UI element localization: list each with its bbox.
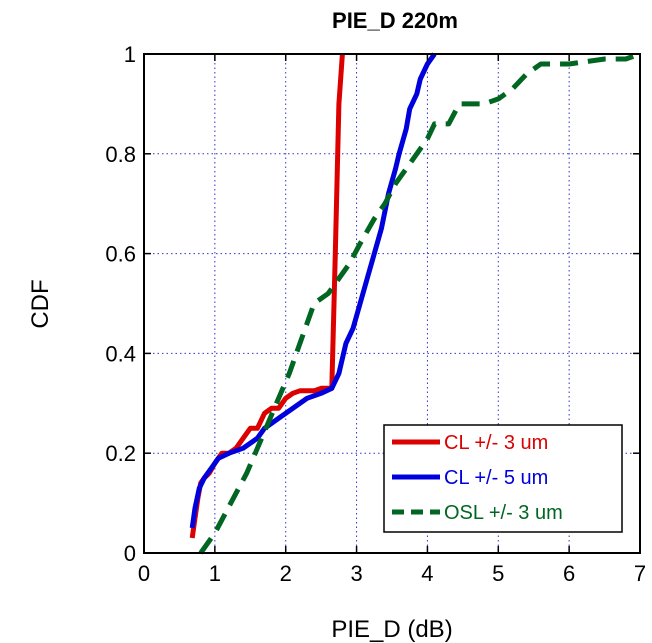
x-tick-label: 6 bbox=[563, 561, 575, 586]
x-tick-label: 0 bbox=[138, 561, 150, 586]
series-layer bbox=[189, 51, 641, 555]
legend-label-2: OSL +/- 3 um bbox=[444, 502, 563, 524]
x-tick-label: 7 bbox=[634, 561, 646, 586]
ticks bbox=[143, 53, 641, 554]
y-tick-label: 0 bbox=[124, 541, 136, 566]
y-axis-label: CDF bbox=[27, 279, 54, 328]
x-tick-label: 5 bbox=[492, 561, 504, 586]
y-tick-label: 0.4 bbox=[105, 341, 136, 366]
y-tick-label: 0.2 bbox=[105, 441, 136, 466]
y-tick-label: 0.6 bbox=[105, 242, 136, 267]
tick-labels: 0 1 2 3 4 5 6 7 0 0.2 0.4 0.6 0.8 1 bbox=[105, 42, 646, 586]
x-axis-label: PIE_D (dB) bbox=[331, 616, 452, 643]
chart-title: PIE_D 220m bbox=[332, 8, 458, 33]
x-tick-label: 3 bbox=[350, 561, 362, 586]
series-line-1 bbox=[189, 52, 437, 529]
plot-frame bbox=[143, 53, 641, 554]
series-line-2 bbox=[198, 51, 641, 555]
legend-label-0: CL +/- 3 um bbox=[444, 432, 548, 454]
legend-label-1: CL +/- 5 um bbox=[444, 467, 548, 489]
y-tick-label: 1 bbox=[124, 42, 136, 67]
y-tick-label: 0.8 bbox=[105, 142, 136, 167]
legend: CL +/- 3 um CL +/- 5 um OSL +/- 3 um bbox=[383, 424, 623, 533]
x-tick-label: 2 bbox=[280, 561, 292, 586]
x-tick-label: 4 bbox=[421, 561, 433, 586]
x-tick-label: 1 bbox=[209, 561, 221, 586]
